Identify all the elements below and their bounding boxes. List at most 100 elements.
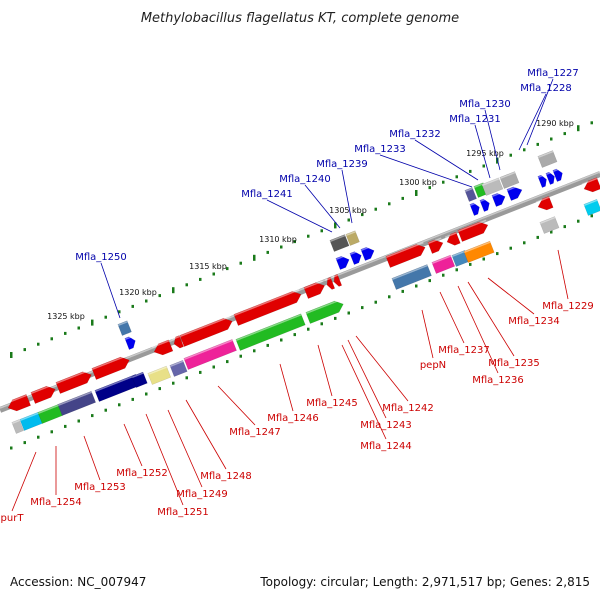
ruler-tick (307, 234, 310, 238)
gene-feature (331, 273, 343, 287)
leader-line (304, 184, 341, 229)
lower-ruler-tick (361, 306, 364, 310)
gene-feature (324, 276, 336, 290)
gene-feature (171, 335, 184, 349)
leader-line (421, 309, 434, 359)
gene-feature (329, 234, 350, 252)
ruler-label: 1300 kbp (399, 178, 437, 187)
ruler-tick (347, 218, 350, 222)
upper-gene-label: Mfla_1250 (75, 252, 127, 263)
leader-line (484, 109, 501, 171)
gene-feature (552, 167, 563, 182)
gene-feature (235, 313, 306, 351)
ruler-tick (280, 245, 283, 249)
ruler-tick (172, 287, 175, 294)
ruler-tick (293, 240, 296, 244)
lower-gene-label: Mfla_1251 (157, 507, 209, 518)
leader-line (83, 435, 101, 481)
gene-feature (581, 177, 600, 193)
gene-feature (451, 249, 470, 267)
gene-feature (545, 171, 555, 185)
lower-ruler-tick (280, 338, 283, 342)
lower-gene-label: purT (1, 513, 25, 524)
lower-ruler-tick (172, 381, 175, 385)
ruler-tick (239, 261, 242, 265)
ruler-tick (428, 186, 431, 190)
ruler-tick (374, 207, 377, 211)
lower-gene-label: Mfla_1248 (200, 471, 252, 482)
topology-text: Topology: circular; Length: 2,971,517 bp… (259, 575, 590, 589)
leader-line (439, 291, 465, 344)
lower-ruler-tick (590, 214, 593, 218)
ruler-tick (212, 272, 215, 276)
lower-ruler-tick (293, 333, 296, 337)
lower-ruler-tick (577, 219, 580, 223)
ruler-tick (469, 169, 472, 173)
lower-gene-label: Mfla_1246 (267, 413, 319, 424)
lower-ruler-tick (509, 246, 512, 250)
leader-line (185, 399, 227, 470)
gene-feature (385, 241, 426, 268)
upper-gene-label: Mfla_1228 (520, 83, 572, 94)
ruler-tick (226, 267, 229, 271)
leader-line (145, 413, 184, 506)
accession-text: Accession: NC_007947 (10, 575, 146, 589)
lower-ruler-tick (239, 354, 242, 358)
lower-ruler-tick (469, 262, 472, 266)
gene-feature (91, 354, 130, 380)
ruler-tick (131, 304, 134, 308)
leader-line (167, 409, 203, 488)
gene-feature (469, 201, 480, 216)
gene-feature (124, 335, 136, 350)
lower-ruler-tick (428, 279, 431, 283)
upper-gene-label: Mfla_1239 (316, 159, 368, 170)
ruler-tick (10, 352, 13, 358)
leader-line (279, 363, 294, 412)
gene-feature (427, 237, 444, 254)
ruler-label: 1305 kbp (329, 206, 367, 215)
ruler-label: 1290 kbp (536, 119, 574, 128)
upper-gene-label: Mfla_1232 (389, 129, 441, 140)
ruler-tick (50, 337, 53, 341)
gene-feature (345, 230, 360, 246)
lower-ruler-tick (388, 295, 391, 299)
ruler-labels: 1290 kbp 1295 kbp 1300 kbp 1305 kbp 1310 kbp… (47, 119, 574, 321)
lower-ruler-tick (212, 365, 215, 369)
gene-feature (55, 369, 92, 394)
lower-gene-label: Mfla_1243 (360, 420, 412, 431)
upper-gene-labels: Mfla_1227 Mfla_1228 Mfla_1230 Mfla_1231 Mfla… (75, 68, 579, 319)
lower-ruler-tick (320, 322, 323, 326)
lower-gene-label: Mfla_1235 (488, 358, 540, 369)
gene-feature (360, 245, 375, 261)
lower-ruler-tick (442, 273, 445, 277)
gene-feature (457, 219, 489, 242)
gene-feature (444, 231, 461, 246)
ruler-tick (91, 319, 94, 326)
gene-feature (30, 383, 56, 404)
lower-gene-label: Mfla_1242 (382, 403, 434, 414)
ruler-tick (482, 164, 485, 168)
lower-ruler-tick (91, 414, 94, 418)
ruler-tick (523, 148, 526, 152)
lower-ruler-tick (64, 424, 67, 428)
gene-feature (479, 197, 490, 212)
lower-ruler-tick (158, 387, 161, 391)
gene-feature (463, 240, 495, 263)
lower-ruler-tick (536, 235, 539, 239)
leader-line (526, 78, 554, 146)
lower-gene-label: Mfla_1247 (229, 427, 281, 438)
gene-feature (183, 339, 237, 370)
upper-gene-label: Mfla_1233 (354, 144, 406, 155)
lower-ruler-tick (37, 435, 40, 439)
gene-feature (37, 404, 63, 424)
ruler-tick (550, 137, 553, 141)
lower-ruler-tick (10, 446, 13, 450)
lower-ruler-tick (482, 257, 485, 261)
upper-gene-label: Mfla_1230 (459, 99, 511, 110)
lower-ruler-tick (23, 441, 26, 445)
lower-ruler-tick (199, 370, 202, 374)
lower-ruler-tick (401, 289, 404, 293)
ruler-tick (104, 315, 107, 319)
gene-feature (491, 191, 506, 207)
lower-ruler-tick (226, 360, 229, 364)
